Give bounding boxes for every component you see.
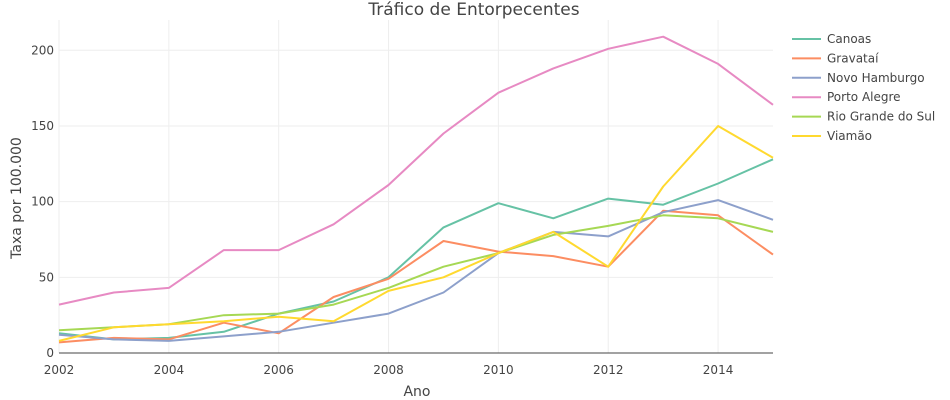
x-tick-label: 2006 [263, 363, 294, 377]
y-axis-title: Taxa por 100.000 [9, 137, 25, 260]
series-line [58, 199, 774, 342]
legend-label: Rio Grande do Sul [827, 110, 935, 124]
x-axis-ticks: 2002 2004 2006 2008 2010 2012 2014 [44, 363, 734, 377]
y-tick-label: 150 [31, 119, 54, 133]
x-tick-label: 2014 [703, 363, 734, 377]
x-tick-label: 2004 [154, 363, 185, 377]
x-axis-title: Ano [403, 384, 430, 400]
y-tick-label: 100 [31, 195, 54, 209]
chart-title: Tráfico de Entorpecentes [367, 0, 579, 20]
legend-label: Porto Alegre [827, 90, 901, 104]
x-tick-label: 2010 [483, 363, 514, 377]
legend-label: Viamão [827, 129, 872, 143]
x-tick-label: 2012 [593, 363, 624, 377]
legend: Canoas Gravataí Novo Hamburgo Porto Alegre R… [792, 32, 935, 143]
x-tick-label: 2002 [44, 363, 75, 377]
x-tick-label: 2008 [373, 363, 404, 377]
y-axis-ticks: 0 50 100 150 200 [31, 43, 54, 360]
legend-label: Canoas [827, 32, 871, 46]
y-tick-label: 50 [39, 270, 54, 284]
y-tick-label: 200 [31, 43, 54, 57]
series-line [58, 35, 774, 306]
series-line [58, 214, 774, 332]
series-line [58, 158, 774, 341]
series-line [58, 209, 774, 344]
plot-area [58, 35, 774, 344]
legend-label: Gravataí [827, 51, 879, 65]
y-tick-label: 0 [46, 346, 54, 360]
series-line [58, 125, 774, 342]
legend-label: Novo Hamburgo [827, 71, 925, 85]
